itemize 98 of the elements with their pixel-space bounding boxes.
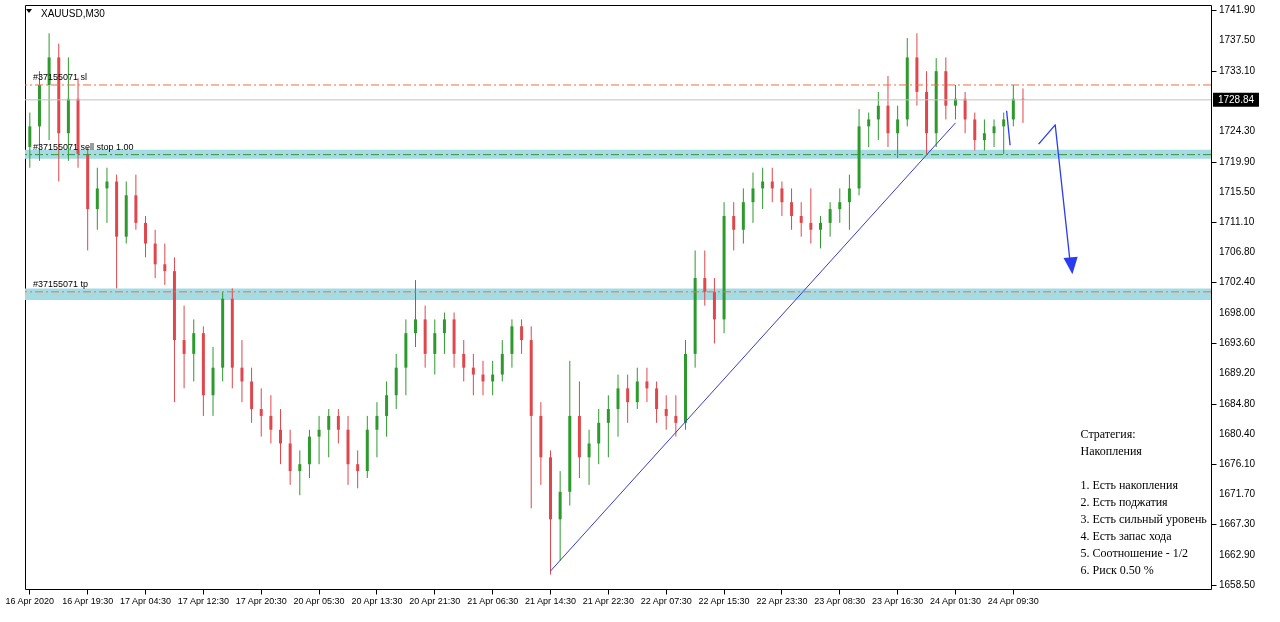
candlestick — [732, 201, 736, 251]
x-tick-label: 22 Apr 15:30 — [698, 595, 750, 606]
annotation: Накопления — [1080, 444, 1143, 459]
y-tick-label: 1724.30 — [1219, 125, 1256, 137]
candlestick — [336, 408, 340, 445]
y-tick-label: 1698.00 — [1219, 306, 1256, 318]
candlestick — [414, 279, 418, 348]
candlestick — [982, 118, 986, 151]
candlestick — [95, 167, 99, 231]
candlestick — [616, 374, 620, 438]
annotation: 6. Риск 0.50 % — [1080, 563, 1154, 578]
x-tick-label: 17 Apr 12:30 — [177, 595, 229, 606]
candlestick — [259, 387, 263, 438]
candlestick — [520, 318, 524, 355]
y-tick-label: 1737.50 — [1219, 34, 1256, 46]
x-tick-label: 17 Apr 20:30 — [235, 595, 287, 606]
candlestick — [269, 394, 273, 445]
candlestick — [327, 408, 331, 458]
ref-line-label: #37155071 tp — [33, 278, 89, 289]
y-tick-label: 1667.30 — [1219, 518, 1256, 530]
chart-title: XAUUSD,M30 — [41, 8, 106, 19]
y-tick-label: 1733.10 — [1219, 64, 1256, 76]
candlestick — [192, 318, 196, 382]
y-tick-label: 1711.10 — [1219, 216, 1255, 228]
candlestick — [838, 187, 842, 224]
y-tick-label: 1706.80 — [1219, 245, 1256, 257]
candlestick — [471, 353, 475, 396]
candlestick — [780, 181, 784, 217]
candlestick — [375, 401, 379, 458]
candlestick — [828, 201, 832, 238]
annotation: Стратегия: — [1080, 427, 1136, 442]
y-tick-label: 1693.60 — [1219, 336, 1256, 348]
candlestick — [635, 367, 639, 410]
candlestick — [462, 339, 466, 382]
candlestick — [163, 243, 167, 286]
candlestick — [606, 394, 610, 458]
candlestick — [847, 174, 851, 231]
candlestick — [751, 172, 755, 224]
candlestick — [664, 394, 668, 431]
candlestick — [597, 408, 601, 465]
candlestick — [992, 118, 996, 148]
candlestick — [587, 429, 591, 486]
x-tick-label: 20 Apr 05:30 — [293, 595, 345, 606]
x-tick-label: 23 Apr 08:30 — [814, 595, 866, 606]
y-tick-label: 1741.90 — [1219, 3, 1256, 15]
candlestick — [442, 312, 446, 355]
x-tick-label: 21 Apr 06:30 — [467, 595, 519, 606]
candlestick — [356, 449, 360, 489]
y-tick-label: 1680.40 — [1219, 427, 1256, 439]
candlestick — [790, 187, 794, 231]
y-tick-label: 1676.10 — [1219, 457, 1256, 469]
candlestick — [655, 380, 659, 424]
annotation: 2. Есть поджатия — [1080, 495, 1169, 510]
candlestick — [867, 112, 871, 148]
y-tick-label: 1719.90 — [1219, 155, 1256, 167]
candlestick — [153, 229, 157, 279]
candlestick — [144, 215, 148, 258]
annotation: 1. Есть накопления — [1080, 478, 1179, 493]
candlestick — [240, 339, 244, 403]
x-tick-label: 21 Apr 14:30 — [524, 595, 577, 606]
x-tick-label: 16 Apr 2020 — [5, 595, 55, 606]
annotation: 3. Есть сильный уровень — [1080, 512, 1208, 527]
annotation: 4. Есть запас хода — [1080, 529, 1173, 544]
candlestick — [645, 367, 649, 403]
x-tick-label: 22 Apr 23:30 — [756, 595, 808, 606]
candlestick — [626, 374, 630, 424]
candlestick — [703, 249, 707, 307]
candlestick — [500, 339, 504, 382]
candlestick — [973, 112, 977, 151]
x-tick-label: 24 Apr 01:30 — [929, 595, 981, 606]
candlestick — [385, 380, 389, 438]
candlestick — [818, 215, 822, 249]
x-tick-label: 24 Apr 09:30 — [987, 595, 1039, 606]
x-tick-label: 16 Apr 19:30 — [62, 595, 114, 606]
candlestick — [433, 318, 437, 376]
x-tick-label: 21 Apr 22:30 — [582, 595, 634, 606]
x-tick-label: 17 Apr 04:30 — [120, 595, 172, 606]
candlestick — [809, 187, 813, 245]
y-tick-label: 1658.50 — [1219, 578, 1256, 590]
candlestick — [279, 408, 283, 465]
y-tick-label: 1702.40 — [1219, 276, 1256, 288]
y-tick-label: 1684.80 — [1219, 397, 1256, 409]
x-tick-label: 22 Apr 07:30 — [640, 595, 692, 606]
candlestick — [799, 201, 803, 238]
x-tick-label: 23 Apr 16:30 — [872, 595, 924, 606]
y-tick-label: 1662.90 — [1219, 548, 1256, 560]
candlestick — [674, 394, 678, 438]
y-tick-label: 1689.20 — [1219, 367, 1256, 379]
annotation: 5. Соотношение - 1/2 — [1080, 546, 1189, 561]
candlestick — [298, 449, 302, 496]
candlestick — [876, 91, 880, 141]
x-tick-label: 20 Apr 13:30 — [351, 595, 403, 606]
candlestick — [317, 415, 321, 465]
ref-line-label: 1728.84 — [1217, 93, 1255, 105]
y-tick-label: 1671.70 — [1219, 487, 1256, 499]
x-tick-label: 20 Apr 21:30 — [409, 595, 461, 606]
candlestick — [182, 305, 186, 389]
y-tick-label: 1715.50 — [1219, 185, 1256, 197]
